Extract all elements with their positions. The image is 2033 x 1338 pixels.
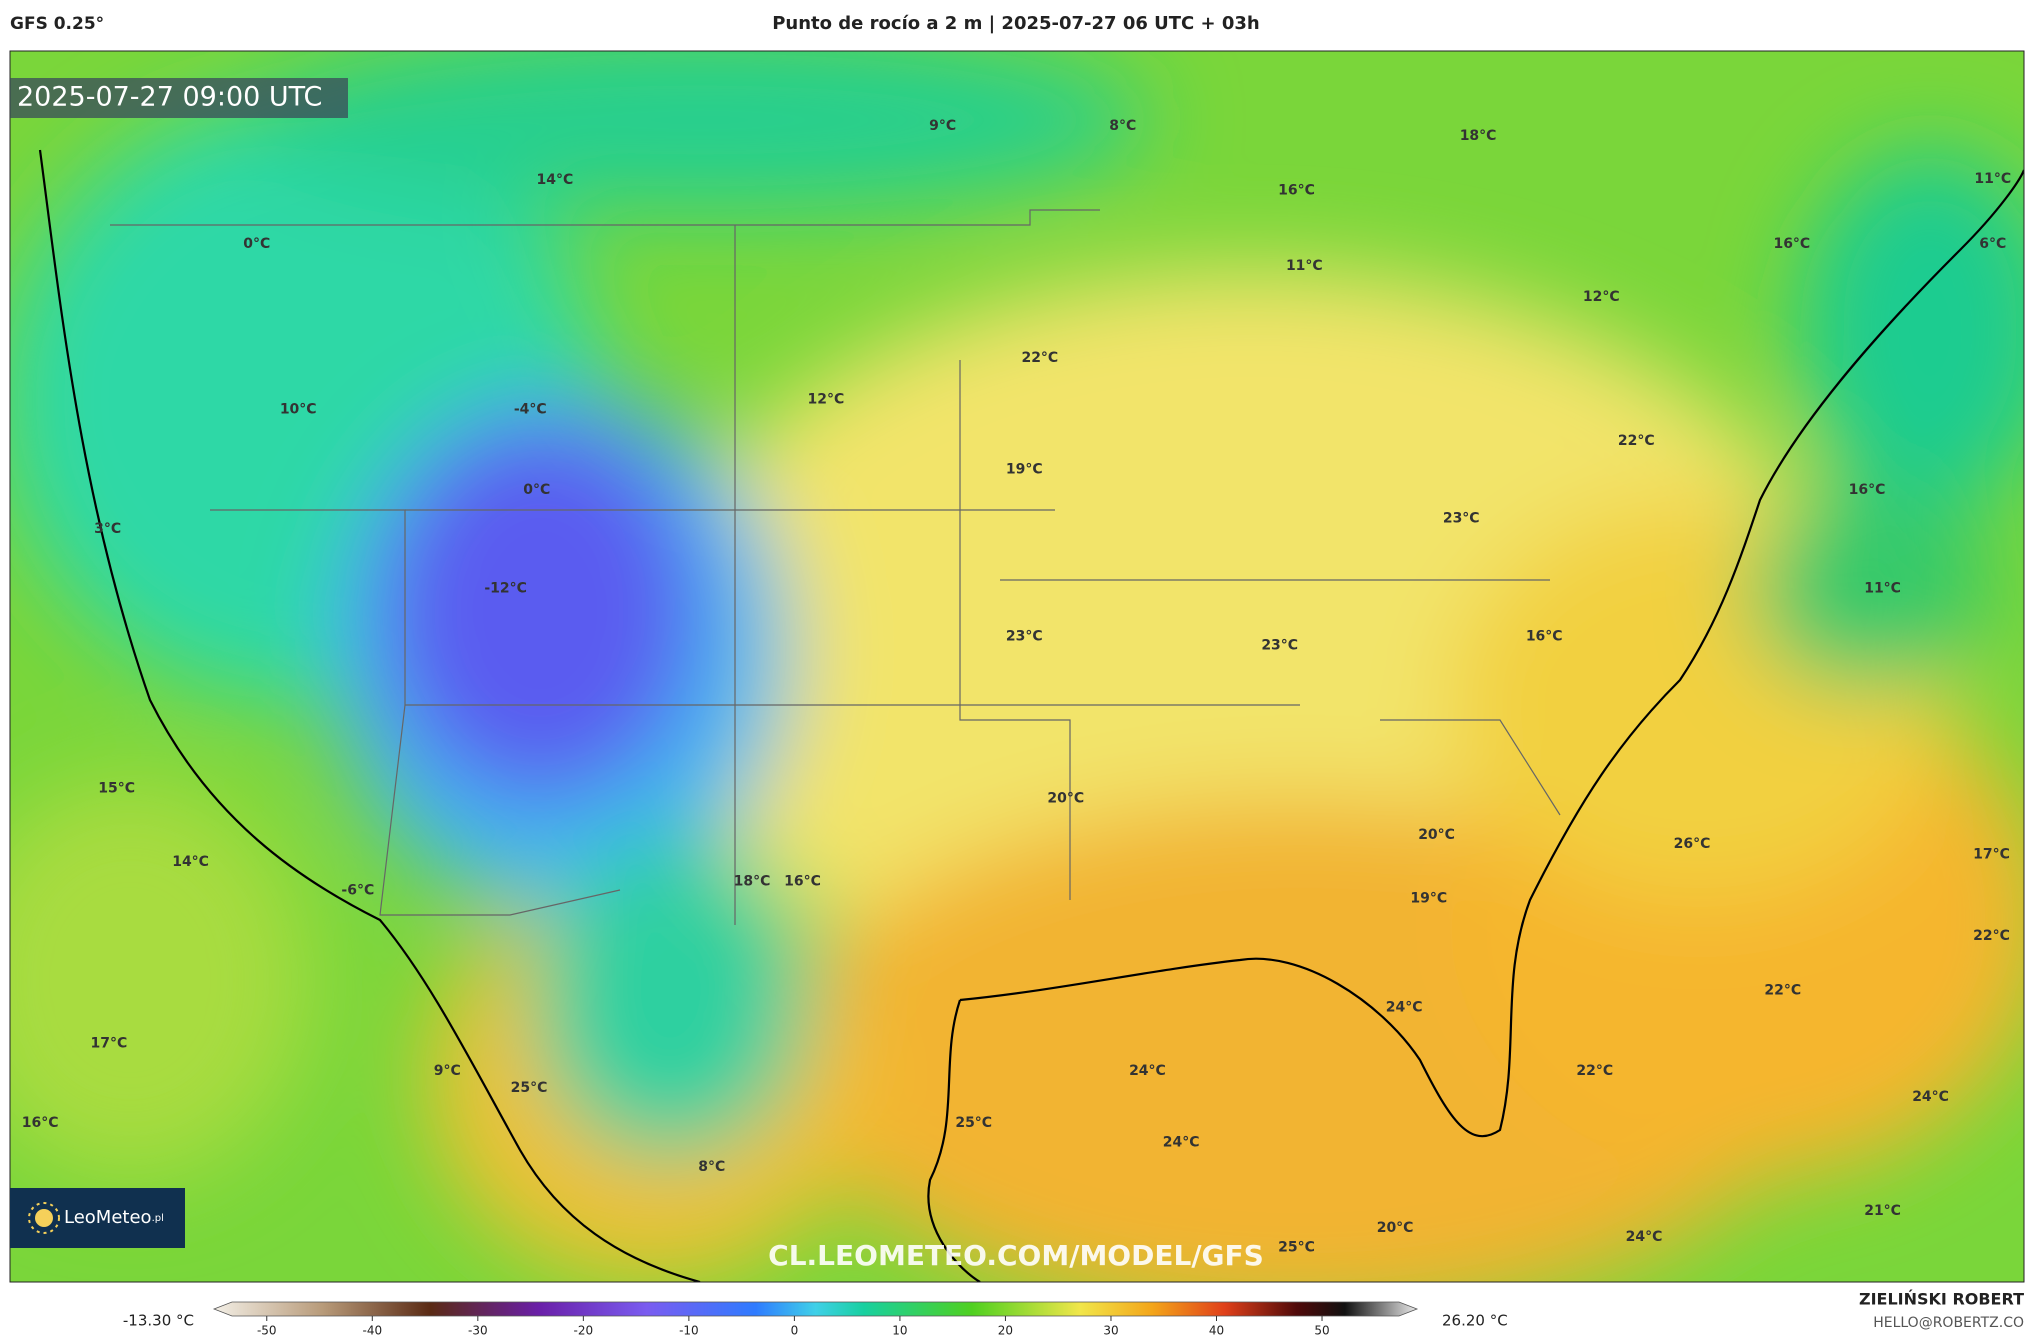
- temp-label: 11°C: [1864, 581, 1901, 597]
- colorbar-tick-label: 40: [1209, 1324, 1224, 1338]
- map-frame: [9, 50, 2025, 1283]
- contact: HELLO@ROBERTZ.CO: [1873, 1315, 2024, 1331]
- temp-label: 22°C: [1973, 928, 2010, 944]
- colorbar-min: -13.30 °C: [123, 1312, 194, 1330]
- temp-label: 16°C: [1526, 629, 1563, 645]
- temp-label: 16°C: [784, 874, 821, 890]
- temp-label: 17°C: [1973, 846, 2010, 862]
- temp-label: 15°C: [98, 780, 135, 796]
- logo: LeoMeteo.pl: [10, 1188, 185, 1248]
- author: ZIELIŃSKI ROBERT: [1859, 1290, 2024, 1309]
- temp-label: 16°C: [1773, 236, 1810, 252]
- colorbar-tick-label: 30: [1103, 1324, 1118, 1338]
- field-blobs: [10, 51, 2024, 1282]
- temp-label: 22°C: [1576, 1063, 1613, 1079]
- temp-label: 16°C: [22, 1115, 59, 1131]
- temp-label: 10°C: [280, 402, 317, 418]
- colorbar-tick-label: -30: [468, 1324, 488, 1338]
- map-title: Punto de rocío a 2 m | 2025-07-27 06 UTC…: [772, 13, 1260, 34]
- temp-label: 8°C: [1109, 118, 1136, 134]
- temp-label: 25°C: [1278, 1239, 1315, 1255]
- colorbar-tick-label: -50: [257, 1324, 277, 1338]
- temp-label: 26°C: [1674, 836, 1711, 852]
- temp-label: 3°C: [94, 521, 121, 537]
- temp-label: 24°C: [1386, 999, 1423, 1015]
- temp-label: 24°C: [1912, 1089, 1949, 1105]
- temp-label: 12°C: [808, 391, 845, 407]
- temp-label: 16°C: [1849, 482, 1886, 498]
- temp-label: 16°C: [1278, 183, 1315, 199]
- coastlines: [38, 149, 2024, 1282]
- logo-sun: [35, 1209, 53, 1227]
- temp-label: 18°C: [734, 874, 771, 890]
- temp-label: -6°C: [341, 883, 374, 899]
- time-box: [10, 78, 348, 118]
- valid-time: 2025-07-27 09:00 UTC: [17, 82, 322, 113]
- colorbar-max: 26.20 °C: [1442, 1312, 1508, 1330]
- colorbar-tick-label: -10: [679, 1324, 699, 1338]
- map-field: [10, 51, 2024, 1282]
- temp-label: 23°C: [1006, 629, 1043, 645]
- map-labels: 9°C 8°C 18°C 14°C 16°C 0°C 11°C 16°C 6°C 11°C 12°C…: [22, 118, 2011, 1256]
- temp-label: 22°C: [1618, 433, 1655, 449]
- temp-label: 23°C: [1261, 638, 1298, 654]
- temp-label: 14°C: [537, 172, 574, 188]
- temp-label: 21°C: [1864, 1203, 1901, 1219]
- colorbar-tick-label: 20: [998, 1324, 1013, 1338]
- temp-label: 25°C: [511, 1080, 548, 1096]
- state-borders: [110, 209, 1561, 925]
- temp-label: 9°C: [434, 1063, 461, 1079]
- temp-label: 19°C: [1006, 461, 1043, 477]
- temp-label: 23°C: [1443, 511, 1480, 527]
- logo-rays: [28, 1202, 60, 1234]
- temp-label: 22°C: [1764, 983, 1801, 999]
- colorbar-tick-label: 50: [1314, 1324, 1329, 1338]
- temp-label: 11°C: [1286, 258, 1323, 274]
- temp-label: 20°C: [1047, 791, 1084, 807]
- temp-label: 17°C: [91, 1036, 128, 1052]
- temp-label: 8°C: [698, 1159, 725, 1175]
- temp-label: 25°C: [955, 1115, 992, 1131]
- colorbar-tick-label: 10: [892, 1324, 907, 1338]
- colorbar-tick-label: -20: [574, 1324, 594, 1338]
- temp-label: 12°C: [1583, 289, 1620, 305]
- temp-label: 20°C: [1418, 827, 1455, 843]
- temp-label: -4°C: [514, 402, 547, 418]
- model-name: GFS 0.25°: [10, 14, 104, 34]
- temp-label: 20°C: [1377, 1220, 1414, 1236]
- temp-label: -12°C: [484, 581, 527, 597]
- temp-label: 24°C: [1163, 1134, 1200, 1150]
- temp-label: 6°C: [1979, 236, 2006, 252]
- temp-label: 18°C: [1460, 128, 1497, 144]
- temp-label: 0°C: [523, 482, 550, 498]
- temp-label: 22°C: [1021, 350, 1058, 366]
- colorbar-tick-label: 0: [791, 1324, 799, 1338]
- temp-label: 24°C: [1626, 1229, 1663, 1245]
- logo-suffix: .pl: [152, 1213, 164, 1224]
- logo-name-text: LeoMeteo: [64, 1207, 152, 1228]
- temp-label: 19°C: [1410, 891, 1447, 907]
- colorbar-tick-label: -40: [362, 1324, 382, 1338]
- colorbar-ticks: -50 -40 -30 -20 -10 0 10 20 30 40 50: [257, 1316, 1330, 1338]
- temp-label: 0°C: [243, 236, 270, 252]
- temp-label: 9°C: [929, 118, 956, 134]
- temp-label: 11°C: [1974, 171, 2011, 187]
- temp-label: 24°C: [1129, 1063, 1166, 1079]
- colorbar: [212, 1301, 1419, 1317]
- logo-name: LeoMeteo.pl: [64, 1207, 164, 1228]
- temp-label: 14°C: [172, 854, 209, 870]
- watermark: CL.LEOMETEO.COM/MODEL/GFS: [768, 1239, 1264, 1272]
